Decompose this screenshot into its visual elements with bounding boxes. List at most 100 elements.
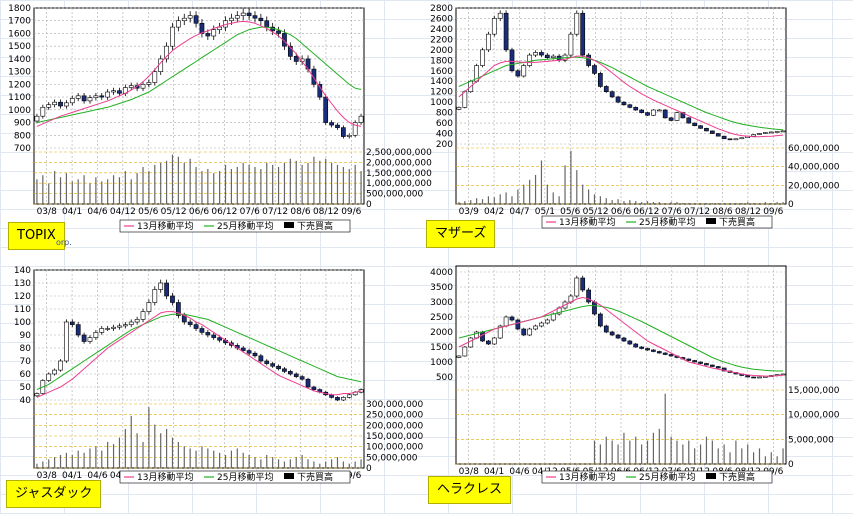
candle-up (52, 101, 57, 106)
candle-up (533, 325, 538, 330)
candle-down (645, 348, 650, 351)
candle-down (258, 355, 264, 362)
y-tick-label: 800 (436, 109, 453, 119)
candle-down (287, 371, 293, 375)
y-tick-label: 1600 (430, 67, 453, 77)
x-tick-label: 07/6 (240, 207, 260, 217)
chart-topix-svg: 700 800 900 1000 1100 1200 1300 1400 1500 1600 170… (8, 4, 432, 233)
candle-down (117, 90, 122, 94)
y-tick-label: 1000 (8, 106, 31, 116)
candle-down (335, 124, 340, 128)
candle-up (346, 134, 352, 137)
y-tick-label: 120 (14, 292, 31, 302)
x-tick-label: 05/1 (535, 207, 555, 217)
volume-tick-label: 250,000,000 (366, 411, 424, 421)
candle-up (164, 45, 169, 60)
candle-down (264, 20, 270, 28)
candle-up (52, 369, 57, 375)
candle-down (170, 295, 175, 303)
candle-down (727, 138, 733, 141)
volume-tick-label: 0 (788, 460, 794, 470)
label-topix: TOPIX (8, 222, 65, 250)
candle-up (170, 26, 175, 47)
candle-down (603, 86, 609, 92)
y-tick-label: 900 (14, 119, 31, 129)
y-tick-label: 130 (14, 279, 31, 289)
x-tick-label: 05/12 (161, 207, 187, 217)
candle-up (34, 393, 40, 397)
candle-up (358, 115, 364, 123)
candle-down (715, 366, 721, 369)
candle-down (592, 65, 597, 74)
y-tick-label: 3000 (430, 298, 453, 308)
candle-down (305, 378, 311, 388)
y-tick-label: 2400 (430, 25, 453, 35)
candle-down (580, 12, 586, 56)
candle-down (205, 33, 211, 37)
x-tick-label: 05/6 (138, 207, 158, 217)
x-tick-label: 03/8 (37, 471, 57, 481)
candle-up (181, 17, 187, 22)
ma25-line (36, 26, 362, 123)
y-tick-label: 800 (14, 131, 31, 141)
candle-down (521, 328, 527, 336)
candle-up (146, 82, 152, 85)
volume-tick-label: 10,000,000 (788, 411, 840, 421)
candle-up (486, 33, 491, 51)
x-tick-label: 07/12 (684, 207, 710, 217)
candle-down (609, 91, 615, 98)
candle-up (234, 15, 240, 19)
ma13-line (458, 55, 784, 138)
candle-down (341, 127, 346, 137)
candle-up (456, 107, 462, 110)
candle-down (217, 337, 222, 341)
candle-up (46, 373, 52, 381)
candle-down (715, 133, 721, 137)
volume-tick-label: 60,000,000 (788, 144, 840, 154)
x-tick-label: 04/12 (110, 207, 136, 217)
candle-down (633, 107, 639, 111)
x-tick-label: 04/6 (509, 467, 529, 477)
candle-down (686, 358, 692, 361)
chart-hercules: 500 1000 1500 2000 2500 3000 3500 4000 03/8 04/1 0… (420, 258, 840, 510)
candle-up (757, 376, 762, 379)
candle-down (639, 109, 644, 113)
x-tick-label: 09/6 (341, 207, 361, 217)
candle-up (152, 289, 158, 303)
candle-down (252, 352, 258, 357)
candle-up (140, 84, 146, 89)
candle-down (621, 337, 627, 342)
x-tick-label: 05/12 (583, 207, 609, 217)
candle-up (763, 132, 768, 134)
candle-down (662, 352, 668, 355)
candle-up (40, 106, 46, 117)
candle-up (152, 71, 158, 83)
candle-down (323, 96, 329, 123)
legend-ma25-label: 25月移動平均 (217, 471, 273, 483)
y-tick-label: 700 (14, 144, 31, 154)
candle-up (544, 319, 550, 324)
y-tick-label: 70 (20, 357, 32, 367)
x-tick-label: 08/6 (290, 207, 310, 217)
candle-down (240, 347, 246, 351)
candle-up (34, 115, 40, 122)
candle-up (574, 277, 580, 297)
x-tick-label: 04/2 (484, 207, 504, 217)
candle-up (217, 26, 222, 30)
y-tick-label: 200 (436, 140, 453, 150)
y-tick-label: 500 (436, 373, 453, 383)
candle-up (550, 313, 556, 321)
candle-down (745, 375, 751, 378)
x-tick-label: 08/6 (712, 207, 732, 217)
chart-mothers-svg: 2004006008001000120014001600180020002200… (430, 4, 840, 229)
legend-volume-swatch (706, 473, 716, 479)
legend-volume-label: 下売買高 (719, 216, 755, 228)
candle-up (128, 85, 134, 88)
y-tick-label: 1200 (8, 80, 31, 90)
ma13-line (36, 311, 362, 398)
y-tick-label: 110 (14, 305, 31, 315)
candle-down (621, 101, 627, 106)
candle-down (99, 95, 105, 98)
candle-down (509, 49, 515, 72)
candle-down (311, 68, 317, 85)
